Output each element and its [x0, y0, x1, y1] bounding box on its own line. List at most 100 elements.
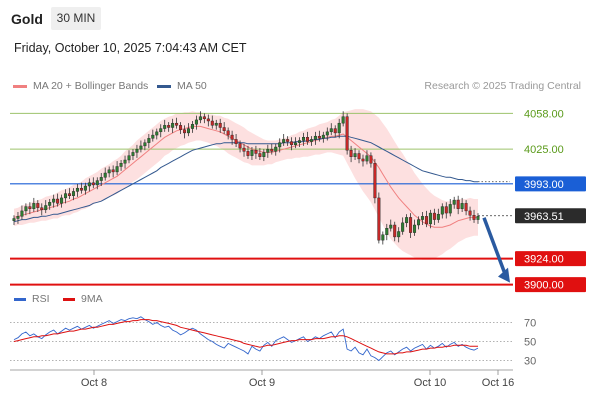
rsi-legend-swatch	[14, 297, 26, 301]
candle-up	[436, 213, 440, 220]
candle-down	[349, 150, 353, 157]
candle-up	[44, 205, 48, 211]
ma50-legend-label: MA 50	[177, 80, 207, 92]
candle-up	[107, 169, 111, 174]
candle-up	[420, 216, 424, 220]
price-label-3963.51: 3963.51	[524, 211, 564, 223]
candle-up	[397, 231, 401, 238]
ma20-legend-label: MA 20 + Bollinger Bands	[33, 80, 149, 92]
candle-layer	[12, 111, 480, 245]
candle-up	[52, 198, 56, 203]
bollinger-band-layer	[14, 109, 478, 260]
candle-up	[163, 125, 167, 129]
rsi-line	[13, 316, 479, 362]
candle-up	[115, 166, 119, 173]
candle-up	[12, 218, 16, 221]
research-credit: Research © 2025 Trading Central	[424, 80, 581, 92]
candle-down	[206, 118, 210, 122]
price-label-3924.00: 3924.00	[524, 254, 564, 266]
price-label-bg-3993.00	[515, 176, 586, 192]
rsi-layer: 70 50 30	[10, 316, 536, 368]
candle-up	[60, 197, 64, 204]
timeframe-button[interactable]: 30 MIN	[51, 7, 101, 30]
candle-up	[135, 148, 139, 153]
chart-datetime: Friday, October 10, 2025 7:04:43 AM CET	[14, 41, 247, 55]
forecast-arrow-head	[498, 267, 510, 283]
candle-down	[234, 139, 238, 144]
candle-up	[48, 202, 52, 206]
ma20-legend-swatch	[13, 84, 27, 88]
x-tick-label-1: Oct 9	[249, 377, 275, 389]
candle-up	[329, 128, 333, 133]
candle-up	[83, 185, 87, 191]
rsi-ma-legend: 9MA	[63, 293, 103, 305]
candle-down	[270, 148, 274, 152]
candle-down	[79, 187, 83, 191]
price-label-bg-3963.51	[515, 208, 586, 224]
candle-down	[111, 169, 115, 173]
candle-down	[333, 128, 337, 134]
price-label-4058.00: 4058.00	[524, 108, 564, 120]
candle-down	[464, 203, 468, 212]
candle-up	[155, 131, 159, 136]
candle-up	[460, 203, 464, 209]
candle-up	[143, 142, 147, 147]
candle-up	[401, 222, 405, 232]
candle-down	[210, 120, 214, 126]
candle-up	[266, 148, 270, 153]
candle-down	[222, 127, 226, 131]
candle-up	[274, 146, 278, 152]
candle-down	[472, 215, 476, 220]
ma50-legend-swatch	[157, 84, 171, 88]
x-tick-label-0: Oct 8	[81, 377, 107, 389]
rsi-legend: RSI	[14, 293, 50, 305]
candle-up	[417, 219, 421, 226]
price-label-bg-3924.00	[515, 251, 586, 267]
instrument-title: Gold	[11, 11, 43, 27]
candle-up	[171, 122, 175, 128]
candle-down	[424, 216, 428, 225]
candle-down	[456, 199, 460, 209]
rsi-ma-legend-swatch	[63, 297, 75, 301]
candle-up	[119, 163, 123, 167]
candle-up	[381, 234, 385, 241]
rsi-legend-label: RSI	[32, 293, 50, 305]
rsi-level-label-70: 70	[524, 318, 536, 330]
candle-down	[91, 182, 95, 186]
forecast-arrow-shaft	[482, 217, 508, 278]
candle-up	[337, 122, 341, 134]
candle-down	[28, 206, 32, 209]
candle-up	[214, 122, 218, 126]
ma50-legend: MA 50	[157, 80, 207, 92]
price-label-3900.00: 3900.00	[524, 280, 564, 292]
candle-down	[305, 137, 309, 142]
candle-down	[230, 134, 234, 140]
moving-average-layer	[13, 125, 478, 228]
candle-down	[242, 147, 246, 152]
candle-down	[377, 197, 381, 241]
candle-up	[32, 203, 36, 209]
candle-up	[131, 152, 135, 156]
candle-down	[68, 193, 72, 196]
price-label-layer: 4058.00 4025.00 3993.00 3963.51 3924.00 3900.…	[482, 108, 586, 293]
candle-up	[341, 116, 345, 124]
candle-up	[321, 134, 325, 139]
x-axis-layer: Oct 8 Oct 9 Oct 10 Oct 16	[10, 369, 514, 389]
candle-up	[298, 140, 302, 143]
candle-up	[127, 155, 131, 161]
candle-up	[103, 172, 107, 178]
candle-down	[393, 224, 397, 238]
ma20-line	[13, 125, 478, 228]
candle-up	[190, 124, 194, 129]
candle-down	[258, 153, 262, 157]
candle-down	[345, 116, 349, 151]
candle-up	[365, 155, 369, 162]
candle-down	[238, 143, 242, 149]
rsi-level-label-30: 30	[524, 356, 536, 368]
candle-up	[448, 204, 452, 214]
candle-down	[36, 203, 40, 208]
candle-up	[16, 216, 20, 219]
candle-down	[409, 217, 413, 233]
candle-up	[87, 182, 91, 187]
